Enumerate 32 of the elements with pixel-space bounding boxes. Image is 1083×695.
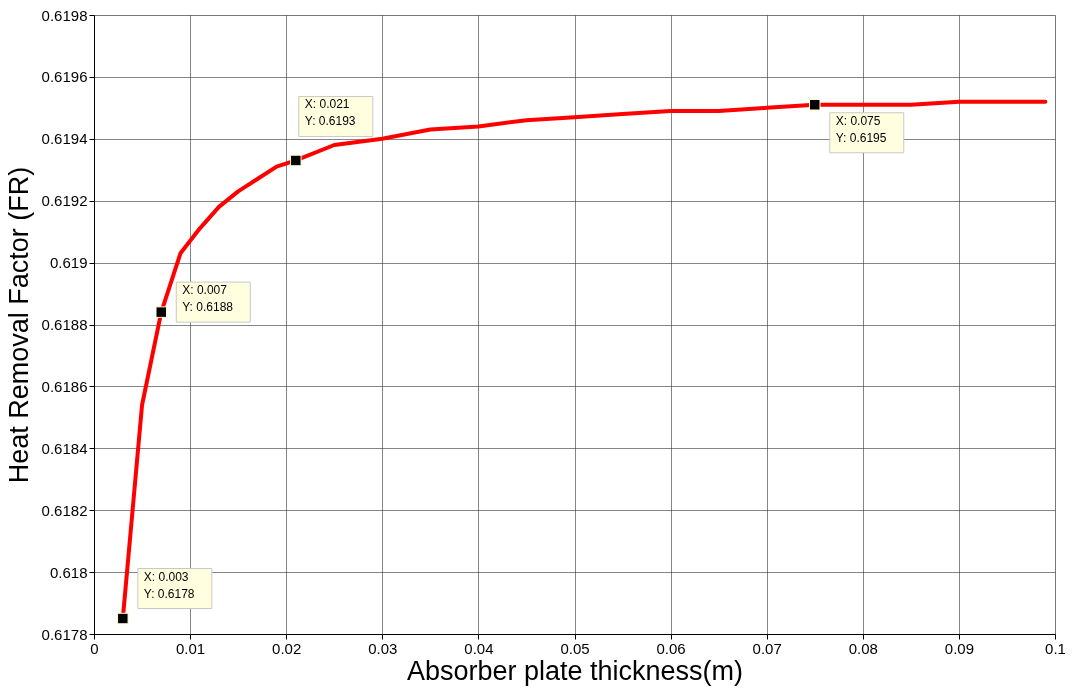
y-tick-label: 0.6184 (41, 439, 88, 457)
annotation: X: 0.003 Y: 0.6178 (143, 569, 195, 601)
x-tick-label: 0.02 (272, 639, 302, 657)
y-tick-label: 0.6186 (41, 377, 88, 395)
y-tick-label: 0.6182 (41, 501, 88, 519)
point (290, 154, 302, 167)
x-tick-label: 0.1 (1045, 639, 1066, 657)
x-tick-label: 0.08 (848, 639, 878, 657)
x-axis-title: Absorber plate thickness(m) (406, 655, 744, 686)
point (155, 306, 168, 318)
y-tick-label: 0.6198 (41, 6, 88, 24)
x-tick-label: 0.01 (176, 639, 206, 657)
x-tick-label: 0.05 (560, 639, 590, 657)
y-tick-label: 0.6196 (41, 68, 88, 86)
y-tick-label: 0.6192 (41, 192, 88, 210)
x-tick-label: 0.04 (464, 639, 494, 657)
x-tick-label: 0.03 (368, 639, 398, 657)
annotation: X: 0.021 Y: 0.6193 (304, 97, 356, 129)
point (809, 99, 821, 111)
y-tick-label: 0.619 (49, 254, 88, 272)
y-tick-label: 0.6178 (41, 625, 88, 643)
y-tick-label: 0.6188 (41, 316, 88, 333)
y-tick-label: 0.6194 (41, 130, 88, 148)
x-tick-label: 0.06 (656, 639, 686, 657)
point (117, 612, 129, 625)
x-tick-label: 0.07 (752, 639, 782, 657)
y-axis-title: Heat Removal Factor (FR) (3, 166, 34, 484)
annotation: X: 0.007 Y: 0.6188 (182, 283, 234, 315)
x-tick-label: 0.09 (944, 639, 974, 657)
y-tick-label: 0.618 (49, 563, 88, 581)
annotation: X: 0.075 Y: 0.6195 (835, 113, 887, 145)
x-tick-label: 0 (90, 639, 99, 657)
